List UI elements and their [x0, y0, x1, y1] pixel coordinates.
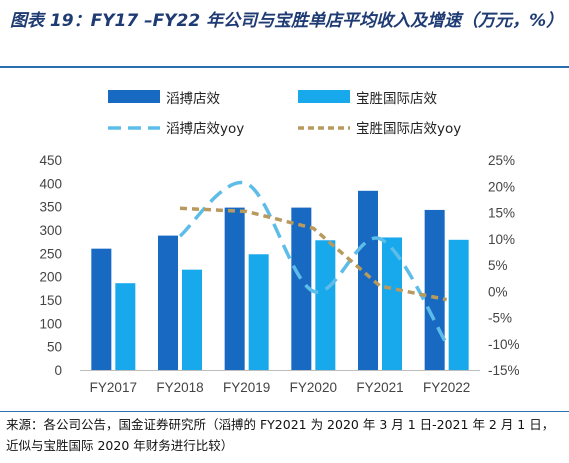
left-tick-label: 350: [39, 200, 62, 215]
left-tick-label: 0: [54, 363, 62, 378]
lines: [178, 180, 449, 345]
bar-tb-store: [291, 207, 312, 370]
right-axis: -15% -10% -5% 0% 5% 10% 15% 20% 25%: [488, 153, 520, 378]
x-tick-label: FY2020: [290, 380, 337, 395]
bar-tb-store: [158, 235, 178, 370]
source-divider: [0, 411, 569, 412]
bar-baosheng-store: [448, 239, 469, 370]
right-tick-label: 25%: [488, 153, 515, 168]
left-tick-label: 200: [39, 270, 62, 285]
line-tb-yoy: [178, 180, 449, 345]
bar-baosheng-store: [182, 269, 202, 370]
legend-swatch: [298, 90, 350, 103]
left-axis: 0 50 100 150 200 250 300 350 400 450: [39, 153, 62, 378]
legend-label: 宝胜国际店效: [356, 91, 437, 107]
right-tick-label: -5%: [488, 311, 512, 326]
source-note: 来源：各公司公告，国金证券研究所（滔搏的 FY2021 为 2020 年 3 月…: [6, 417, 555, 453]
right-tick-label: 5%: [488, 258, 508, 273]
legend-swatch: [108, 90, 160, 103]
bar-tb-store: [91, 248, 112, 370]
right-tick-label: 10%: [488, 232, 515, 247]
left-tick-label: 400: [39, 176, 62, 191]
bar-baosheng-store: [115, 283, 136, 370]
left-tick-label: 250: [39, 246, 62, 261]
right-tick-label: -10%: [488, 337, 520, 352]
x-tick-label: FY2017: [90, 380, 137, 395]
bars: [91, 190, 469, 370]
bar-tb-store: [224, 207, 245, 370]
left-tick-label: 450: [39, 153, 62, 168]
bar-baosheng-store: [315, 240, 336, 370]
title-divider: [0, 66, 569, 68]
left-tick-label: 300: [39, 223, 62, 238]
x-tick-label: FY2021: [356, 380, 403, 395]
legend-label: 滔搏店效: [166, 90, 220, 107]
right-tick-label: 20%: [488, 179, 515, 194]
right-tick-label: -15%: [488, 363, 520, 378]
x-axis: FY2017 FY2018 FY2019 FY2020 FY2021 FY2022: [80, 370, 480, 395]
left-tick-label: 100: [39, 316, 62, 331]
left-tick-label: 150: [39, 293, 62, 308]
legend-label: 滔搏店效yoy: [166, 120, 244, 137]
x-tick-label: FY2022: [423, 380, 470, 395]
bar-baosheng-store: [382, 237, 402, 370]
left-tick-label: 50: [47, 340, 62, 355]
right-tick-label: 0%: [488, 284, 508, 299]
chart-title: 图表 19：FY17 –FY22 年公司与宝胜单店平均收入及增速（万元，%）: [10, 11, 564, 31]
bar-baosheng-store: [248, 254, 269, 370]
legend-label: 宝胜国际店效yoy: [356, 121, 461, 137]
bar-tb-store: [358, 190, 378, 370]
x-tick-label: FY2019: [223, 380, 270, 395]
bar-tb-store: [424, 209, 445, 370]
right-tick-label: 15%: [488, 206, 515, 221]
line-baosheng-yoy: [179, 206, 448, 302]
x-tick-label: FY2018: [156, 380, 203, 395]
